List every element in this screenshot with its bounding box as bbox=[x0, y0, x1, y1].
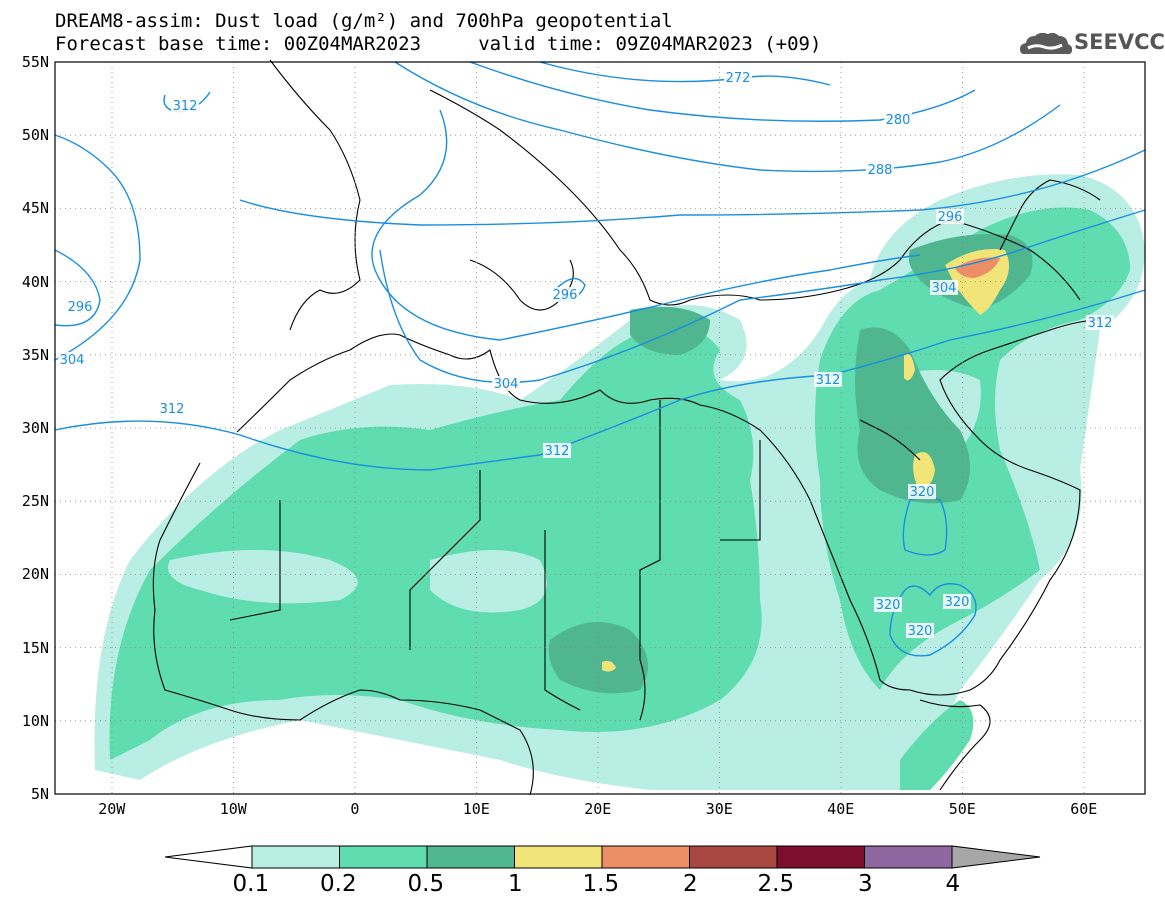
contour-label: 312 bbox=[816, 373, 841, 388]
colorbar-label: 2.5 bbox=[757, 871, 795, 897]
longitude-label: 20W bbox=[98, 800, 126, 818]
contour-label: 296 bbox=[938, 210, 963, 225]
colorbar-label: 4 bbox=[945, 871, 961, 897]
latitude-label: 5N bbox=[30, 785, 49, 803]
coastlines bbox=[152, 59, 1101, 796]
geopotential-contours bbox=[54, 61, 1146, 657]
colorbar-label: 0.5 bbox=[407, 871, 445, 897]
longitude-label: 50E bbox=[948, 800, 976, 818]
contour-label: 312 bbox=[545, 444, 570, 459]
colorbar-segment bbox=[689, 845, 778, 869]
colorbar-label: 1 bbox=[508, 871, 523, 897]
contour-label-group: 272 280 288 296 296 296 304 304 304 312 312 312 312 3… bbox=[58, 70, 1114, 639]
contour-label: 280 bbox=[886, 113, 911, 128]
latitude-label: 30N bbox=[21, 419, 49, 437]
contour-label: 320 bbox=[908, 624, 933, 639]
contour-label: 272 bbox=[726, 71, 751, 86]
latitude-label: 20N bbox=[21, 565, 49, 584]
graticule bbox=[55, 62, 1145, 794]
logo-text: SEEVCCC bbox=[1074, 30, 1165, 54]
colorbar-segment bbox=[339, 845, 428, 869]
colorbar-segment bbox=[426, 845, 515, 869]
latitude-label: 35N bbox=[21, 345, 49, 364]
latitude-label: 55N bbox=[21, 53, 49, 71]
colorbar-label: 1.5 bbox=[582, 871, 620, 897]
contour-label: 296 bbox=[68, 300, 93, 315]
contour-label: 320 bbox=[876, 598, 901, 613]
contour-label: 320 bbox=[910, 485, 935, 500]
longitude-label: 60E bbox=[1070, 800, 1098, 818]
longitude-label: 30E bbox=[705, 800, 733, 818]
colorbar-segment bbox=[251, 845, 340, 869]
latitude-label: 15N bbox=[21, 638, 49, 657]
contour-label: 312 bbox=[173, 99, 198, 114]
contour-label: 320 bbox=[945, 595, 970, 610]
contour-label: 304 bbox=[494, 377, 519, 392]
map-subtitle: Forecast base time: 00Z04MAR2023 valid t… bbox=[55, 33, 822, 55]
latitude-label: 40N bbox=[21, 272, 49, 291]
longitude-label: 10E bbox=[462, 800, 490, 818]
latitude-label: 45N bbox=[21, 199, 49, 218]
colorbar-segment bbox=[776, 845, 865, 869]
map-title: DREAM8-assim: Dust load (g/m²) and 700hP… bbox=[55, 10, 673, 32]
latitude-label: 25N bbox=[21, 492, 49, 511]
dust-load-field bbox=[94, 174, 1145, 790]
colorbar-low-triangle bbox=[164, 845, 253, 869]
contour-label: 304 bbox=[60, 353, 85, 368]
map-frame bbox=[54, 61, 1146, 795]
colorbar-high-triangle bbox=[951, 845, 1041, 869]
colorbar bbox=[164, 845, 1041, 869]
colorbar-label: 0.1 bbox=[232, 871, 270, 897]
colorbar-segment bbox=[601, 845, 690, 869]
colorbar-label: 3 bbox=[858, 871, 873, 897]
latitude-label: 10N bbox=[21, 711, 49, 730]
contour-label: 288 bbox=[868, 163, 893, 178]
colorbar-label: 2 bbox=[683, 871, 698, 897]
longitude-label: 10W bbox=[219, 800, 247, 818]
colorbar-label: 0.2 bbox=[320, 871, 357, 897]
contour-label: 296 bbox=[553, 288, 578, 303]
colorbar-segment bbox=[514, 845, 603, 869]
contour-label: 304 bbox=[932, 281, 957, 296]
longitude-label: 20E bbox=[584, 800, 612, 818]
colorbar-segment bbox=[864, 845, 953, 869]
latitude-label: 50N bbox=[21, 126, 49, 145]
longitude-label: 0 bbox=[350, 800, 360, 818]
contour-label: 312 bbox=[1088, 316, 1113, 331]
contour-label: 312 bbox=[160, 402, 185, 417]
longitude-label: 40E bbox=[827, 800, 855, 818]
cloud-logo-icon bbox=[1020, 32, 1073, 55]
